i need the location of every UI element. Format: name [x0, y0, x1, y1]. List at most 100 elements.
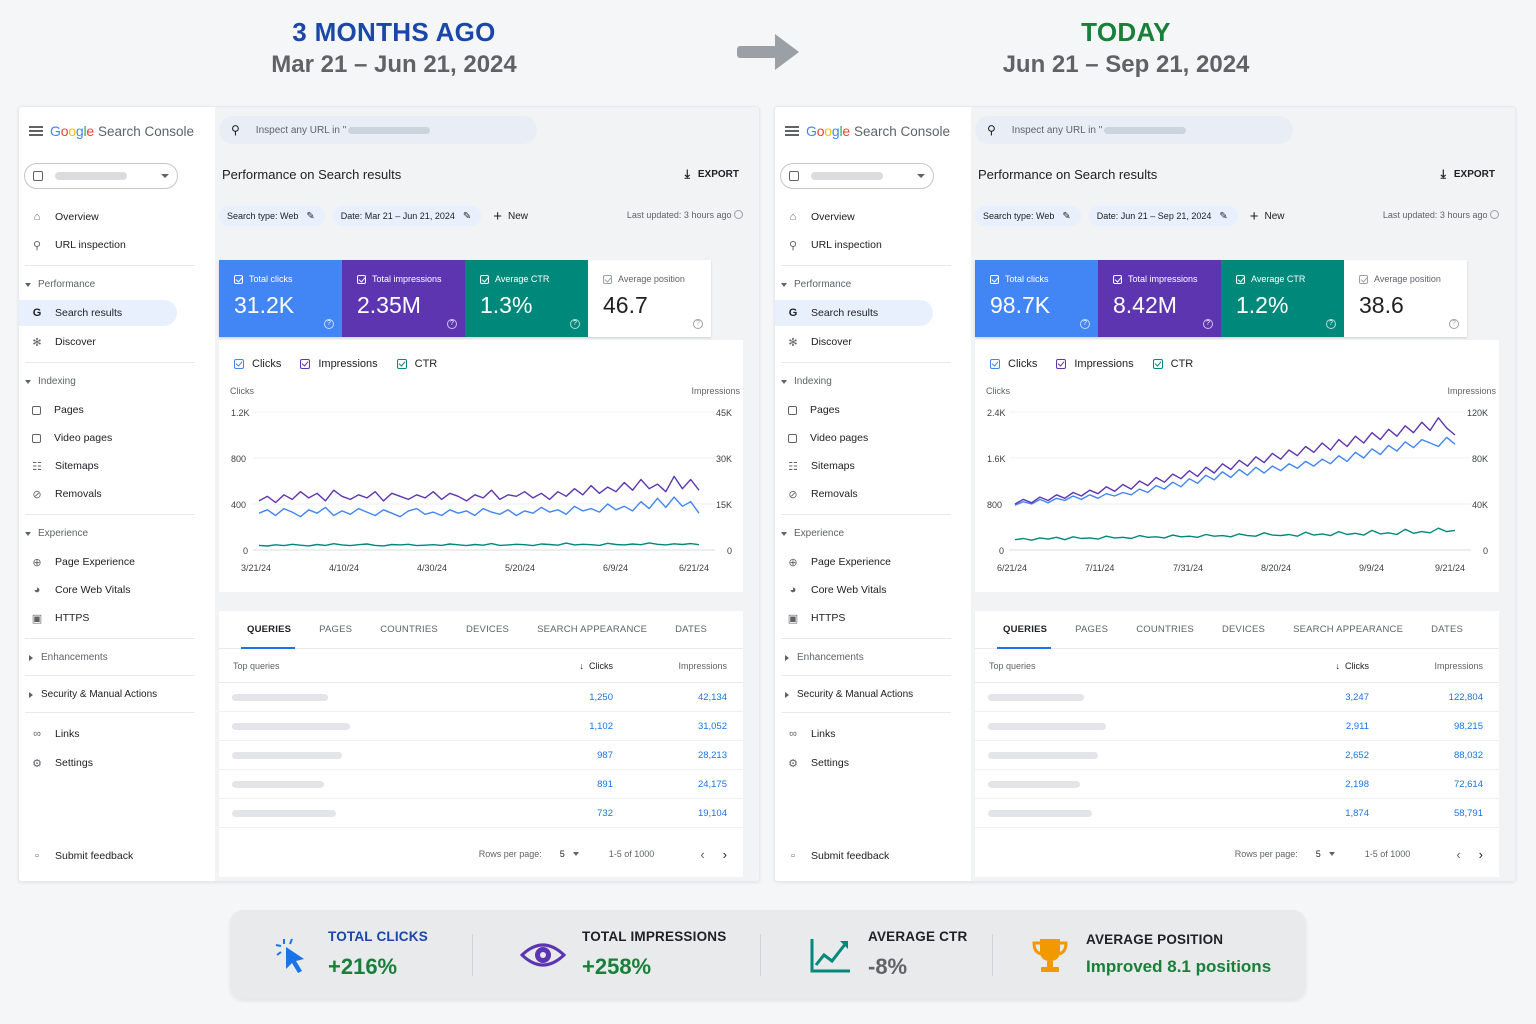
tab-devices[interactable]: DEVICES: [1221, 624, 1266, 635]
table-row[interactable]: 3,247 122,804: [975, 683, 1499, 712]
sidebar-item-pages[interactable]: Pages: [19, 399, 215, 421]
table-row[interactable]: 1,102 31,052: [219, 712, 743, 741]
section-experience[interactable]: Experience: [25, 528, 88, 539]
sidebar-item-overview[interactable]: ⌂ Overview: [19, 206, 215, 228]
sidebar-item-https[interactable]: ▣ HTTPS: [775, 607, 971, 629]
help-icon[interactable]: ?: [447, 319, 457, 329]
chevron-right-icon[interactable]: ›: [722, 846, 727, 862]
legend-clicks[interactable]: Clicks: [234, 358, 281, 370]
tab-devices[interactable]: DEVICES: [465, 624, 510, 635]
submit-feedback-button[interactable]: ▫ Submit feedback: [19, 845, 215, 867]
help-icon[interactable]: [734, 210, 743, 219]
sidebar-item-links[interactable]: ∞ Links: [775, 723, 971, 745]
section-performance[interactable]: Performance: [781, 279, 851, 290]
submit-feedback-button[interactable]: ▫ Submit feedback: [775, 845, 971, 867]
section-indexing[interactable]: Indexing: [25, 376, 76, 387]
export-button[interactable]: ⤓ EXPORT: [1441, 167, 1495, 182]
menu-icon[interactable]: [785, 124, 799, 138]
sidebar-item-video-pages[interactable]: Video pages: [19, 427, 215, 449]
sidebar-item-search-results[interactable]: G Search results: [775, 300, 933, 326]
chevron-down-icon[interactable]: [1328, 852, 1335, 856]
help-icon[interactable]: [1490, 210, 1499, 219]
sidebar-item-url-inspection[interactable]: ⚲ URL inspection: [775, 234, 971, 256]
help-icon[interactable]: ?: [570, 319, 580, 329]
sidebar-item-pages[interactable]: Pages: [775, 399, 971, 421]
tab-queries[interactable]: QUERIES: [1003, 624, 1048, 635]
menu-icon[interactable]: [29, 124, 43, 138]
date-chip[interactable]: Date: Mar 21 – Jun 21, 2024 ✎: [332, 206, 482, 226]
new-filter-button[interactable]: + New: [493, 208, 528, 225]
section-performance[interactable]: Performance: [25, 279, 95, 290]
help-icon[interactable]: ?: [1449, 319, 1459, 329]
column-impressions[interactable]: Impressions: [678, 660, 727, 671]
tab-countries[interactable]: COUNTRIES: [380, 624, 438, 635]
tab-countries[interactable]: COUNTRIES: [1136, 624, 1194, 635]
search-type-chip[interactable]: Search type: Web ✎: [219, 206, 325, 226]
section-indexing[interactable]: Indexing: [781, 376, 832, 387]
column-clicks[interactable]: ↓ Clicks: [579, 661, 613, 671]
export-button[interactable]: ⤓ EXPORT: [685, 167, 739, 182]
new-filter-button[interactable]: + New: [1250, 208, 1285, 225]
help-icon[interactable]: ?: [1326, 319, 1336, 329]
search-input[interactable]: ⚲ Inspect any URL in ": [219, 116, 537, 144]
search-input[interactable]: ⚲ Inspect any URL in ": [975, 116, 1293, 144]
sidebar-item-sitemaps[interactable]: ☷ Sitemaps: [19, 455, 215, 477]
column-clicks[interactable]: ↓ Clicks: [1335, 661, 1369, 671]
tab-queries[interactable]: QUERIES: [247, 624, 292, 635]
legend-ctr[interactable]: CTR: [396, 358, 437, 370]
sidebar-item-search-results[interactable]: G Search results: [19, 300, 177, 326]
card-total-clicks[interactable]: Total clicks 31.2K?: [219, 260, 342, 337]
card-average-position[interactable]: Average position 46.7?: [588, 260, 711, 337]
table-row[interactable]: 987 28,213: [219, 741, 743, 770]
table-row[interactable]: 2,911 98,215: [975, 712, 1499, 741]
sidebar-item-page-experience[interactable]: ⊕ Page Experience: [775, 551, 971, 573]
table-row[interactable]: 2,198 72,614: [975, 770, 1499, 799]
tab-dates[interactable]: DATES: [1431, 624, 1464, 635]
property-selector[interactable]: [780, 163, 934, 189]
help-icon[interactable]: ?: [1203, 319, 1213, 329]
chevron-left-icon[interactable]: ‹: [1456, 846, 1461, 862]
tab-search-appearance[interactable]: SEARCH APPEARANCE: [1293, 624, 1404, 635]
sidebar-item-links[interactable]: ∞ Links: [19, 723, 215, 745]
legend-clicks[interactable]: Clicks: [990, 358, 1037, 370]
property-selector[interactable]: [24, 163, 178, 189]
tab-dates[interactable]: DATES: [675, 624, 708, 635]
sidebar-item-overview[interactable]: ⌂ Overview: [775, 206, 971, 228]
help-icon[interactable]: ?: [1080, 319, 1090, 329]
sidebar-item-removals[interactable]: ⊘ Removals: [19, 483, 215, 505]
section-security[interactable]: Security & Manual Actions: [781, 689, 913, 700]
tab-search-appearance[interactable]: SEARCH APPEARANCE: [537, 624, 648, 635]
chevron-left-icon[interactable]: ‹: [700, 846, 705, 862]
legend-impressions[interactable]: Impressions: [300, 358, 378, 370]
section-security[interactable]: Security & Manual Actions: [25, 689, 157, 700]
sidebar-item-core-web-vitals[interactable]: ◕ Core Web Vitals: [19, 579, 215, 601]
rows-per-page-select[interactable]: 5: [1315, 849, 1321, 859]
table-row[interactable]: 1,874 58,791: [975, 799, 1499, 828]
sidebar-item-https[interactable]: ▣ HTTPS: [19, 607, 215, 629]
column-impressions[interactable]: Impressions: [1434, 660, 1483, 671]
card-average-ctr[interactable]: Average CTR 1.3%?: [465, 260, 588, 337]
sidebar-item-discover[interactable]: ✻ Discover: [775, 331, 971, 353]
rows-per-page-select[interactable]: 5: [559, 849, 565, 859]
sidebar-item-settings[interactable]: ⚙ Settings: [775, 752, 971, 774]
help-icon[interactable]: ?: [324, 319, 334, 329]
sidebar-item-video-pages[interactable]: Video pages: [775, 427, 971, 449]
sidebar-item-sitemaps[interactable]: ☷ Sitemaps: [775, 455, 971, 477]
sidebar-item-url-inspection[interactable]: ⚲ URL inspection: [19, 234, 215, 256]
sidebar-item-core-web-vitals[interactable]: ◕ Core Web Vitals: [775, 579, 971, 601]
card-total-clicks[interactable]: Total clicks 98.7K?: [975, 260, 1098, 337]
legend-impressions[interactable]: Impressions: [1056, 358, 1134, 370]
chevron-right-icon[interactable]: ›: [1478, 846, 1483, 862]
card-average-ctr[interactable]: Average CTR 1.2%?: [1221, 260, 1344, 337]
sidebar-item-settings[interactable]: ⚙ Settings: [19, 752, 215, 774]
table-row[interactable]: 732 19,104: [219, 799, 743, 828]
sidebar-item-discover[interactable]: ✻ Discover: [19, 331, 215, 353]
tab-pages[interactable]: PAGES: [1075, 624, 1109, 635]
help-icon[interactable]: ?: [693, 319, 703, 329]
legend-ctr[interactable]: CTR: [1152, 358, 1193, 370]
tab-pages[interactable]: PAGES: [319, 624, 353, 635]
sidebar-item-page-experience[interactable]: ⊕ Page Experience: [19, 551, 215, 573]
card-total-impressions[interactable]: Total impressions 2.35M?: [342, 260, 465, 337]
table-row[interactable]: 1,250 42,134: [219, 683, 743, 712]
section-enhancements[interactable]: Enhancements: [25, 652, 108, 663]
